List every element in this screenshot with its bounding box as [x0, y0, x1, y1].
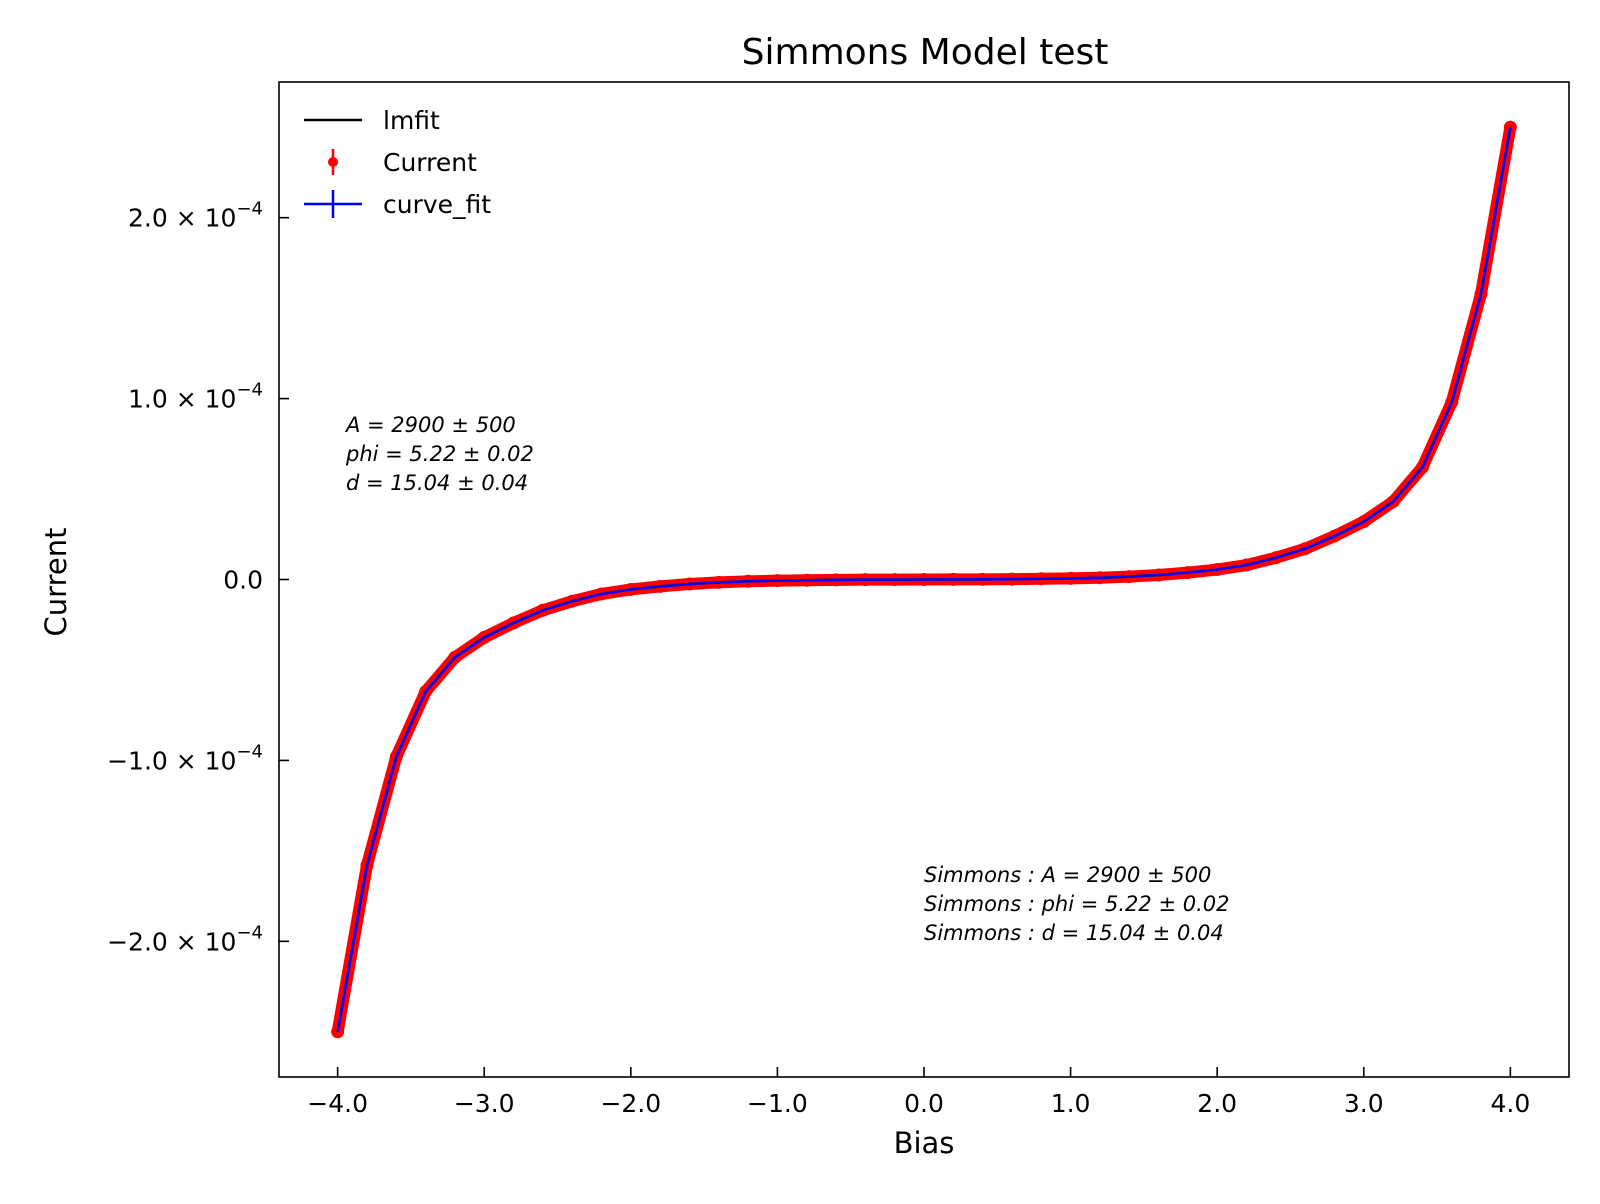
- x-tick-label: −3.0: [454, 1089, 515, 1118]
- fit-params-annotation: A = 2900 ± 500 phi = 5.22 ± 0.02 d = 15.…: [344, 413, 534, 495]
- y-tick-label: 0.0: [223, 566, 263, 595]
- simmons-annotation-d: Simmons : d = 15.04 ± 0.04: [924, 921, 1224, 945]
- y-tick-label: −2.0 × 10−4: [107, 922, 263, 956]
- annotation-phi: phi = 5.22 ± 0.02: [345, 442, 534, 466]
- x-axis: −4.0 −3.0 −2.0 −1.0 0.0 1.0 2.0 3.0 4.0: [307, 1067, 1530, 1118]
- simmons-annotation-a: Simmons : A = 2900 ± 500: [924, 863, 1211, 887]
- x-axis-label: Bias: [894, 1126, 955, 1160]
- x-tick-label: 2.0: [1197, 1089, 1237, 1118]
- y-tick-label: −1.0 × 10−4: [107, 741, 263, 775]
- y-axis-label: Current: [39, 528, 73, 637]
- current-point: [1503, 120, 1517, 134]
- x-tick-label: −2.0: [600, 1089, 661, 1118]
- legend-item-lmfit: lmfit: [304, 106, 440, 135]
- y-tick-label: 2.0 × 10−4: [128, 199, 263, 233]
- y-tick-label: 1.0 × 10−4: [128, 380, 263, 414]
- legend-item-curve-fit: curve_fit: [304, 190, 491, 219]
- legend-current-dot: [328, 157, 338, 167]
- legend: lmfit Current curve_fit: [304, 106, 491, 219]
- simmons-params-annotation: Simmons : A = 2900 ± 500 Simmons : phi =…: [924, 863, 1229, 945]
- simmons-annotation-phi: Simmons : phi = 5.22 ± 0.02: [924, 892, 1229, 916]
- x-tick-label: 1.0: [1051, 1089, 1091, 1118]
- x-tick-label: 4.0: [1490, 1089, 1530, 1118]
- x-tick-label: −4.0: [307, 1089, 368, 1118]
- legend-current-label: Current: [383, 148, 477, 177]
- legend-lmfit-label: lmfit: [383, 106, 440, 135]
- legend-curve-fit-label: curve_fit: [383, 190, 491, 219]
- legend-item-current: Current: [328, 148, 477, 177]
- y-axis: −2.0 × 10−4 −1.0 × 10−4 0.0 1.0 × 10−4 2.0 ×…: [107, 199, 289, 956]
- annotation-d: d = 15.04 ± 0.04: [346, 471, 528, 495]
- annotation-a: A = 2900 ± 500: [344, 413, 516, 437]
- x-tick-label: 0.0: [904, 1089, 944, 1118]
- chart-title: Simmons Model test: [742, 32, 1109, 73]
- x-tick-label: −1.0: [747, 1089, 808, 1118]
- curve-fit-line: [336, 127, 1512, 1032]
- data-layer: [331, 120, 1517, 1039]
- x-tick-label: 3.0: [1344, 1089, 1384, 1118]
